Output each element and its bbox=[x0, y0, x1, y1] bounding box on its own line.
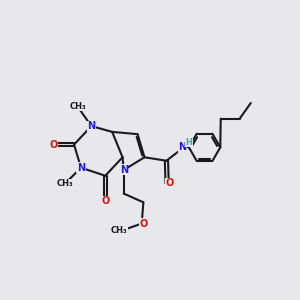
Text: N: N bbox=[178, 142, 187, 152]
Text: O: O bbox=[140, 219, 148, 229]
Text: CH₃: CH₃ bbox=[69, 102, 86, 111]
Text: O: O bbox=[101, 196, 110, 206]
Text: CH₃: CH₃ bbox=[111, 226, 128, 235]
Text: N: N bbox=[87, 121, 95, 131]
Text: CH₃: CH₃ bbox=[56, 179, 73, 188]
Text: O: O bbox=[50, 140, 58, 150]
Text: N: N bbox=[120, 165, 128, 175]
Text: H: H bbox=[185, 138, 192, 147]
Text: N: N bbox=[77, 163, 85, 173]
Text: O: O bbox=[165, 178, 174, 188]
